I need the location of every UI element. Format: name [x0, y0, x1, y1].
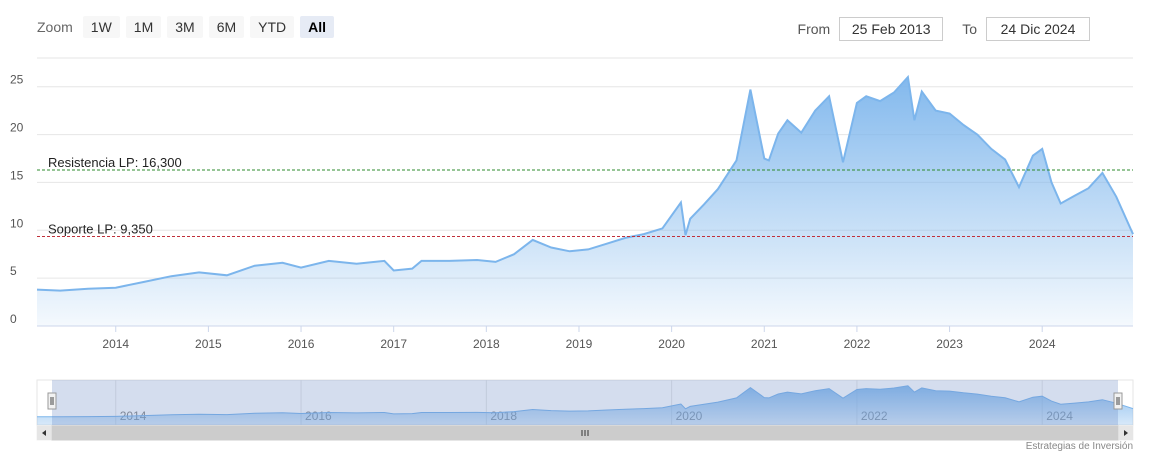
scroll-right-arrow-icon — [1124, 430, 1128, 436]
resistance-label: Resistencia LP: 16,300 — [48, 155, 182, 170]
navigator-right-handle[interactable] — [1113, 392, 1123, 410]
support-label: Soporte LP: 9,350 — [48, 222, 153, 237]
price-series-line — [36, 74, 1134, 292]
navigator-series-line — [36, 385, 1134, 418]
x-tick-label: 2015 — [195, 337, 222, 351]
zoom-6m-button[interactable]: 6M — [208, 16, 245, 38]
y-tick-label: 25 — [10, 73, 24, 87]
x-tick-label: 2016 — [288, 337, 315, 351]
x-tick-label: 2020 — [658, 337, 685, 351]
zoom-3m-button[interactable]: 3M — [167, 16, 203, 38]
zoom-controls: Zoom 1W 1M 3M 6M YTD All — [37, 16, 335, 38]
x-tick-label: 2018 — [473, 337, 500, 351]
y-tick-label: 0 — [10, 312, 17, 326]
zoom-1m-button[interactable]: 1M — [125, 16, 162, 38]
from-label: From — [797, 21, 831, 37]
date-range: From To — [789, 17, 1090, 41]
zoom-ytd-button[interactable]: YTD — [250, 16, 295, 38]
x-tick-label: 2014 — [102, 337, 129, 351]
scroll-left-arrow-icon — [42, 430, 46, 436]
x-tick-label: 2017 — [380, 337, 407, 351]
price-area — [37, 77, 1133, 326]
navigator-area — [37, 385, 1133, 425]
x-tick-label: 2021 — [751, 337, 778, 351]
handle-box — [47, 392, 57, 410]
y-tick-label: 15 — [10, 168, 24, 182]
x-tick-label: 2023 — [936, 337, 963, 351]
chart-credit: Estrategias de Inversión — [1025, 441, 1133, 452]
scrollbar — [36, 425, 1134, 441]
x-tick-label: 2024 — [1029, 337, 1056, 351]
navigator-left-handle[interactable] — [47, 392, 57, 410]
x-tick-label: 2019 — [566, 337, 593, 351]
to-label: To — [962, 21, 977, 37]
handle-box — [1113, 392, 1123, 410]
y-tick-label: 20 — [10, 121, 24, 135]
zoom-all-button[interactable]: All — [300, 16, 335, 38]
from-date-input[interactable] — [839, 17, 944, 41]
x-tick-label: 2022 — [844, 337, 871, 351]
zoom-1w-button[interactable]: 1W — [82, 16, 120, 38]
navigator-selection — [52, 380, 1118, 425]
y-tick-label: 5 — [10, 264, 17, 278]
to-date-input[interactable] — [986, 17, 1090, 41]
y-tick-label: 10 — [10, 216, 24, 230]
zoom-label: Zoom — [37, 19, 73, 35]
